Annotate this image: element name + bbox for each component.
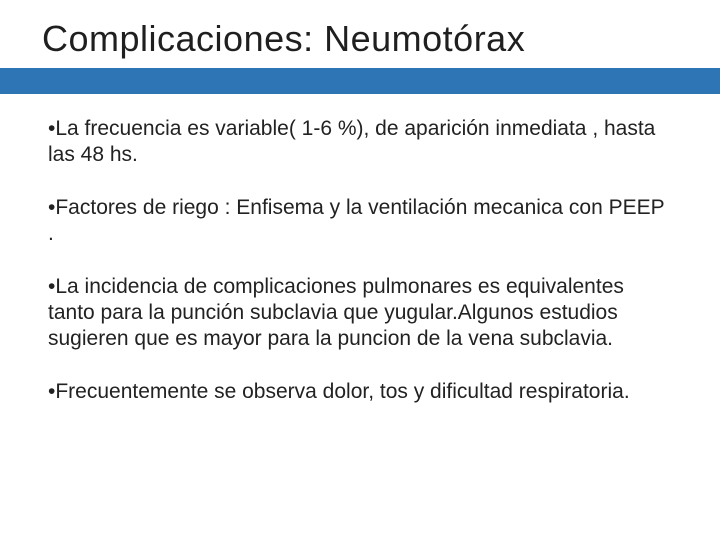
bullet-item: •Factores de riego : Enfisema y la venti… [48,195,672,246]
accent-bar [0,68,720,94]
bullet-text: Factores de riego : Enfisema y la ventil… [48,196,664,245]
bullet-item: •Frecuentemente se observa dolor, tos y … [48,379,672,405]
slide-title: Complicaciones: Neumotórax [0,0,720,68]
bullet-text: La incidencia de complicaciones pulmonar… [48,275,624,349]
bullet-text: Frecuentemente se observa dolor, tos y d… [55,380,629,403]
slide: Complicaciones: Neumotórax •La frecuenci… [0,0,720,540]
bullet-text: La frecuencia es variable( 1-6 %), de ap… [48,117,655,166]
slide-content: •La frecuencia es variable( 1-6 %), de a… [0,94,720,405]
bullet-item: •La frecuencia es variable( 1-6 %), de a… [48,116,672,167]
bullet-item: •La incidencia de complicaciones pulmona… [48,274,672,351]
